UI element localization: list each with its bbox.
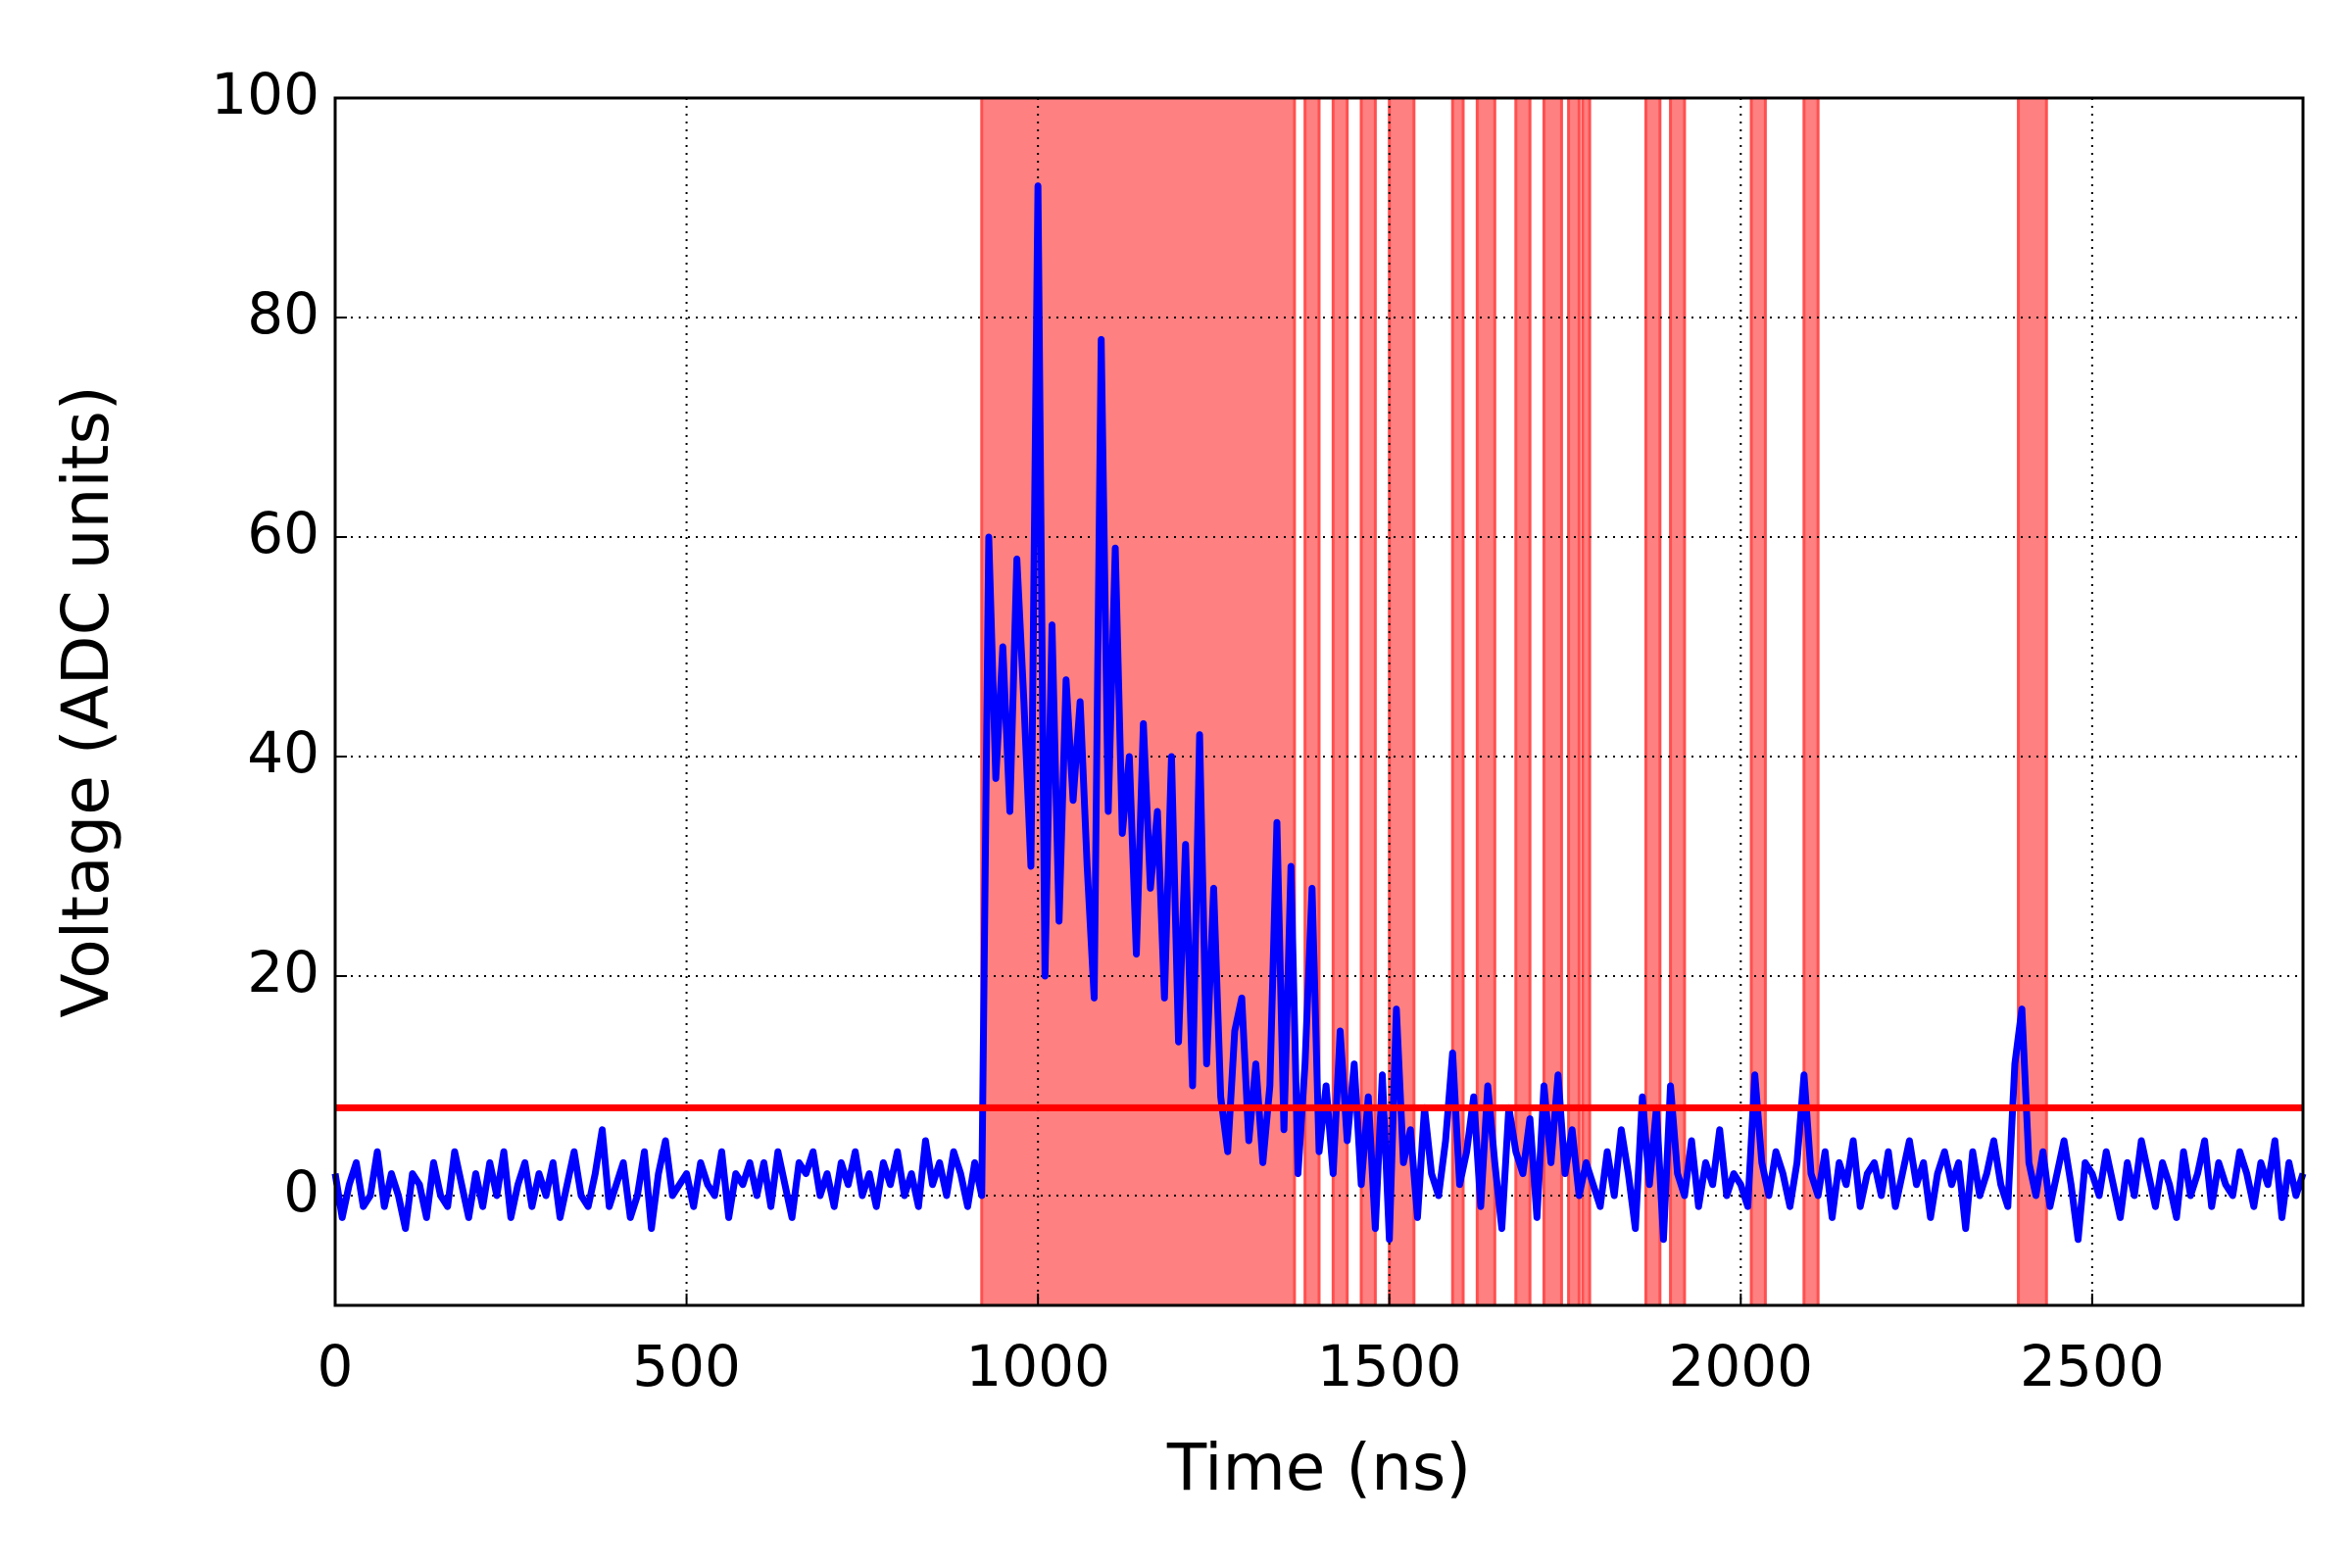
threshold-span <box>1581 96 1592 1307</box>
x-tick-label: 2000 <box>1668 1333 1813 1399</box>
y-tick-label: 80 <box>247 280 319 347</box>
x-tick-label: 500 <box>632 1333 741 1399</box>
y-tick-label: 0 <box>283 1158 319 1225</box>
plot-frame <box>333 96 2305 1307</box>
x-tick-label: 2500 <box>2020 1333 2165 1399</box>
y-tick-label: 60 <box>247 500 319 566</box>
y-axis-label: Voltage (ADC units) <box>48 385 123 1017</box>
y-tick-label: 20 <box>247 939 319 1005</box>
x-tick-label: 0 <box>318 1333 354 1399</box>
y-tick-label: 100 <box>211 61 319 127</box>
waveform-line <box>331 182 2307 1244</box>
threshold-span <box>1567 96 1581 1307</box>
threshold-span <box>2017 96 2048 1307</box>
x-axis-label: Time (ns) <box>1166 1430 1471 1505</box>
x-tick-label: 1500 <box>1317 1333 1462 1399</box>
x-tick-label: 1000 <box>965 1333 1110 1399</box>
y-tick-label: 40 <box>247 719 319 786</box>
